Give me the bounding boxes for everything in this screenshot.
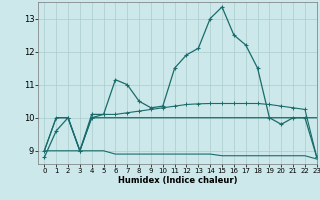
X-axis label: Humidex (Indice chaleur): Humidex (Indice chaleur) bbox=[118, 176, 237, 185]
